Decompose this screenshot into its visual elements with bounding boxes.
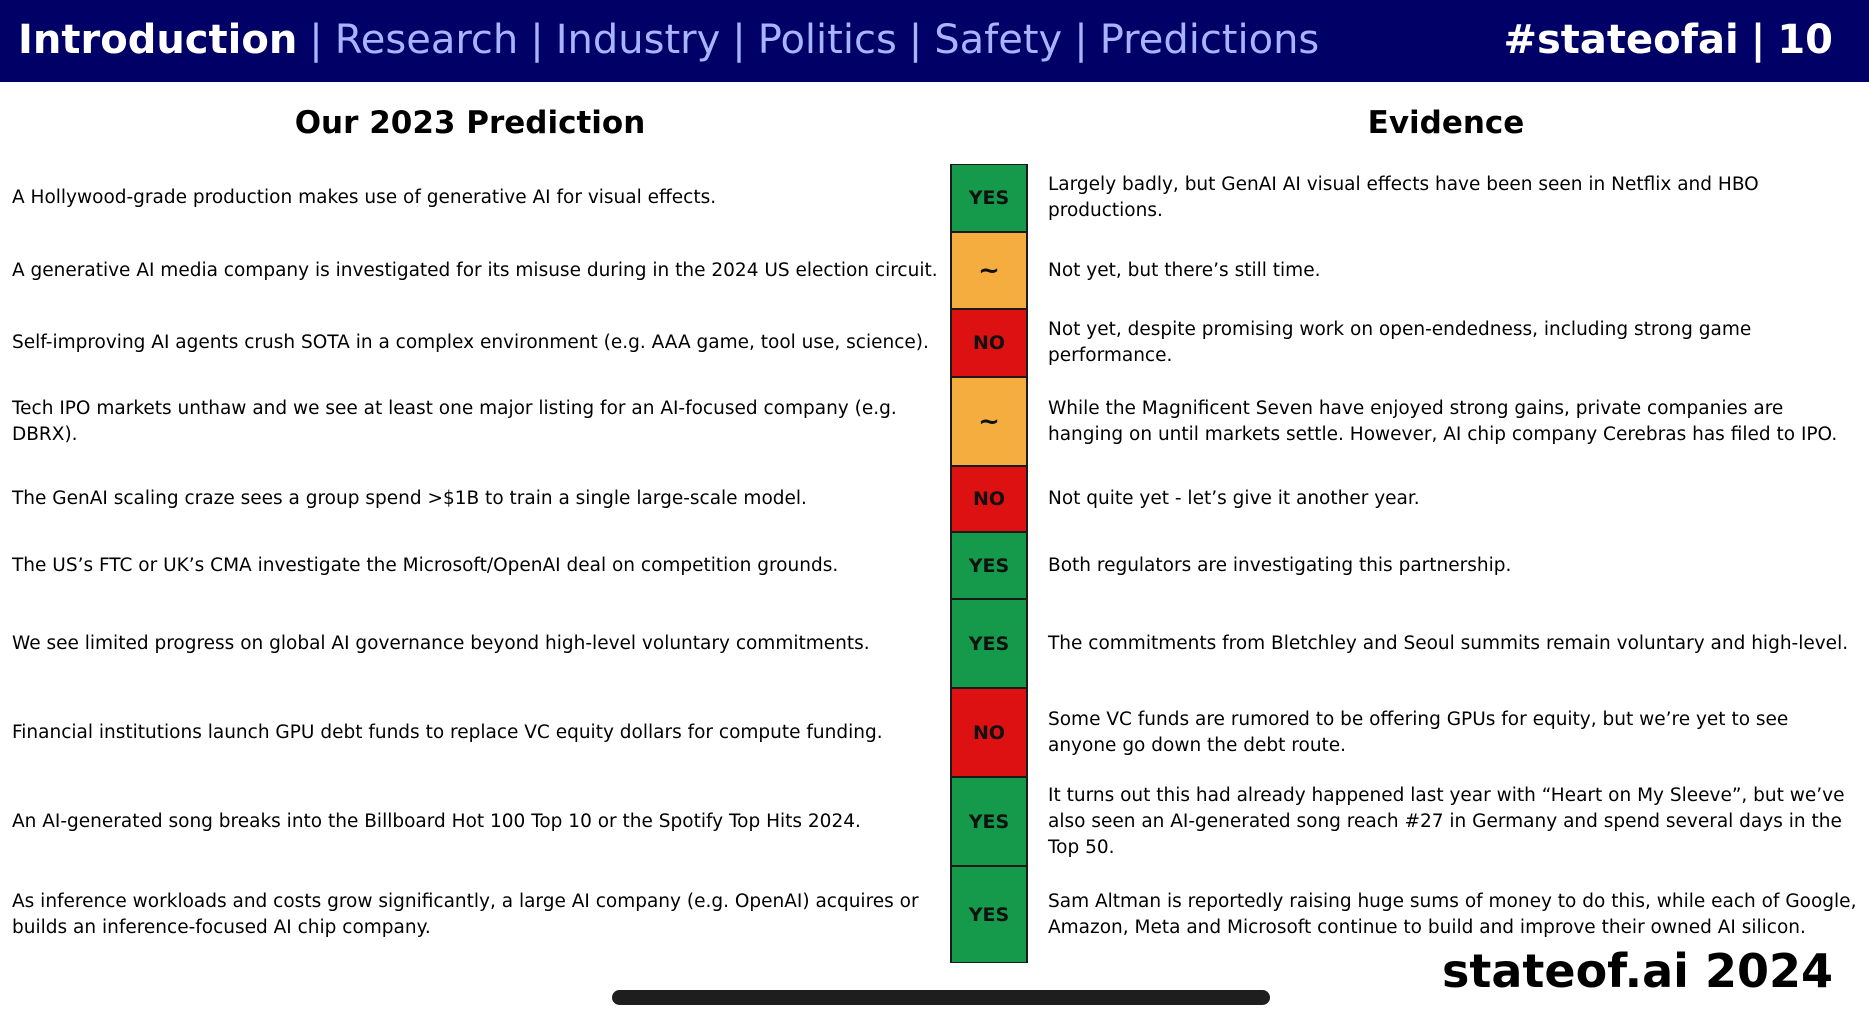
evidence-column-title: Evidence [1367,105,1525,141]
tab-safety[interactable]: Safety [934,17,1063,63]
tab-predictions[interactable]: Predictions [1099,17,1320,63]
page-number: 10 [1777,17,1833,63]
table-row: The US’s FTC or UK’s CMA investigate the… [0,532,1869,599]
table-row: A Hollywood-grade production makes use o… [0,164,1869,232]
table-row: The GenAI scaling craze sees a group spe… [0,466,1869,532]
evidence-text: Not yet, but there’s still time. [1048,259,1321,281]
prediction-text: A generative AI media company is investi… [12,259,938,281]
prediction-text: An AI-generated song breaks into the Bil… [12,810,861,832]
table-row: An AI-generated song breaks into the Bil… [0,777,1869,866]
slide-brand: #stateofai | 10 [1503,10,1833,70]
evidence-text: Not yet, despite promising work on open-… [1048,319,1752,366]
table-row: Financial institutions launch GPU debt f… [0,688,1869,777]
verdict-badge: YES [950,866,1028,963]
nav-separator: | [732,17,746,63]
verdict-badge: ~ [950,232,1028,309]
nav-separator: | [1074,17,1088,63]
evidence-text: Some VC funds are rumored to be offering… [1048,708,1789,756]
table-row: A generative AI media company is investi… [0,232,1869,309]
table-row: Self-improving AI agents crush SOTA in a… [0,309,1869,377]
tab-research[interactable]: Research [334,17,519,63]
prediction-text: As inference workloads and costs grow si… [12,890,919,938]
prediction-text: A Hollywood-grade production makes use o… [12,187,717,208]
brand-separator: | [1750,17,1766,63]
verdict-badge: ~ [950,377,1028,466]
verdict-badge: NO [950,309,1028,377]
prediction-text: Financial institutions launch GPU debt f… [12,721,883,743]
predictions-column-title: Our 2023 Prediction [294,105,646,141]
section-nav: Introduction | Research | Industry | Pol… [18,10,1319,70]
verdict-badge: YES [950,777,1028,866]
evidence-text: The commitments from Bletchley and Seoul… [1048,632,1849,654]
verdict-badge: YES [950,164,1028,232]
table-row: We see limited progress on global AI gov… [0,599,1869,688]
prediction-text: Tech IPO markets unthaw and we see at le… [12,397,897,445]
table-row: As inference workloads and costs grow si… [0,866,1869,963]
evidence-text: Sam Altman is reportedly raising huge su… [1048,890,1857,938]
verdict-badge: NO [950,688,1028,777]
verdict-badge: YES [950,532,1028,599]
tab-politics[interactable]: Politics [757,17,897,63]
tab-industry[interactable]: Industry [555,17,721,63]
prediction-text: Self-improving AI agents crush SOTA in a… [12,332,929,353]
evidence-text: Not quite yet - let’s give it another ye… [1048,488,1420,509]
evidence-text: It turns out this had already happened l… [1048,784,1845,858]
header-bar: Introduction | Research | Industry | Pol… [0,0,1869,82]
verdict-badge: YES [950,599,1028,688]
prediction-text: The US’s FTC or UK’s CMA investigate the… [12,554,839,576]
nav-separator: | [908,17,923,63]
prediction-text: The GenAI scaling craze sees a group spe… [12,488,807,509]
evidence-text: Both regulators are investigating this p… [1048,554,1512,576]
footer-brand: stateof.ai 2024 [1441,944,1833,998]
table-row: Tech IPO markets unthaw and we see at le… [0,377,1869,466]
verdict-badge: NO [950,466,1028,532]
hashtag: #stateofai [1503,17,1739,63]
prediction-text: We see limited progress on global AI gov… [12,632,870,654]
nav-separator: | [309,17,323,63]
horizontal-scrollbar[interactable] [612,990,1270,1005]
nav-separator: | [530,17,544,63]
evidence-text: While the Magnificent Seven have enjoyed… [1048,397,1838,445]
tab-introduction[interactable]: Introduction [18,17,298,63]
evidence-text: Largely badly, but GenAI AI visual effec… [1048,174,1759,221]
